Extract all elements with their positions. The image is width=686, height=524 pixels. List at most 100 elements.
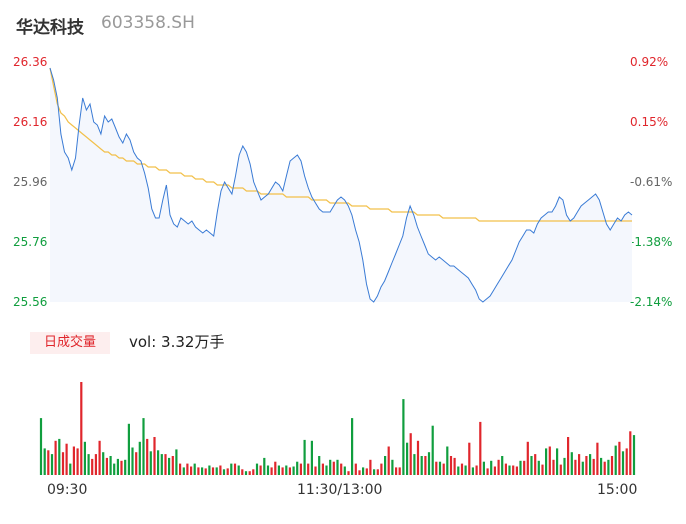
pct-tick-label: -1.38% (630, 235, 673, 249)
volume-bar (559, 464, 562, 475)
volume-bar (395, 467, 398, 475)
volume-bar (303, 439, 306, 475)
volume-bar (585, 456, 588, 475)
volume-bar (632, 435, 636, 475)
volume-bar (409, 433, 412, 475)
volume-bar (83, 441, 86, 475)
volume-bar (621, 451, 625, 475)
price-tick-label: 26.36 (13, 55, 48, 69)
volume-bar (589, 454, 592, 475)
volume-bar (285, 465, 288, 475)
volume-bar (563, 457, 566, 475)
volume-bar (468, 442, 471, 475)
volume-bar (270, 467, 273, 475)
volume-bar (109, 456, 112, 475)
volume-bar (570, 452, 573, 475)
volume-bar (460, 463, 464, 475)
volume-bar (127, 423, 130, 475)
volume-bar (384, 456, 387, 475)
volume-bar (420, 456, 423, 475)
volume-bar (515, 466, 518, 475)
volume-bar (296, 461, 299, 475)
volume-bar (248, 471, 251, 475)
volume-bar (581, 461, 584, 475)
volume-bar (354, 463, 357, 475)
volume-bar (146, 438, 149, 475)
time-tick-label: 15:00 (597, 482, 638, 498)
volume-tab[interactable]: 日成交量 (30, 332, 110, 354)
volume-bar (226, 468, 229, 475)
volume-bar (255, 463, 259, 475)
volume-bar (47, 450, 50, 475)
volume-bar (91, 458, 94, 475)
pct-tick-label: 0.92% (630, 55, 669, 69)
volume-bar (457, 466, 460, 475)
volume-bar (307, 463, 310, 475)
volume-bar (413, 454, 416, 475)
volume-bar (556, 448, 559, 475)
volume-bar (65, 443, 68, 475)
volume-bar (442, 463, 445, 475)
volume-bar (233, 463, 237, 475)
volume-bar (201, 467, 204, 475)
volume-bar (204, 468, 207, 475)
volume-bar (72, 446, 75, 475)
volume-bar (567, 437, 570, 475)
volume-bars (39, 382, 636, 475)
volume-bar (552, 459, 555, 475)
volume-bar (116, 458, 119, 475)
volume-bar (138, 441, 141, 475)
volume-bar (431, 425, 434, 475)
volume-bar (69, 463, 72, 475)
volume-bar (142, 418, 145, 475)
volume-bar (578, 454, 581, 475)
volume-bar (318, 456, 321, 475)
volume-bar (182, 467, 185, 475)
volume-bar (61, 452, 65, 475)
volume-bar (603, 461, 606, 475)
volume-bar (237, 465, 240, 475)
volume-summary: vol: 3.32万手 (129, 333, 225, 351)
volume-bar (362, 467, 365, 475)
volume-bar (168, 457, 171, 475)
volume-bar (464, 465, 467, 475)
volume-bar (574, 459, 577, 475)
volume-bar (160, 454, 163, 475)
volume-bar (186, 463, 189, 475)
volume-bar (54, 440, 57, 475)
volume-bar (43, 448, 46, 475)
volume-bar (402, 399, 405, 475)
volume-bar (197, 467, 200, 475)
volume-bar (263, 457, 266, 475)
volume-bar (179, 463, 182, 475)
volume-bar (131, 447, 134, 475)
volume-bar (329, 459, 332, 475)
volume-bar (351, 418, 354, 475)
volume-bar (369, 459, 372, 475)
volume-bar (497, 459, 500, 475)
volume-bar (416, 440, 420, 475)
volume-bar (105, 457, 108, 475)
volume-bar (380, 463, 383, 475)
volume-bar (508, 465, 511, 475)
volume-bar (39, 418, 43, 475)
volume-bar (482, 461, 485, 475)
volume-bar (58, 438, 61, 475)
volume-bar (222, 469, 226, 475)
volume-bar (219, 465, 222, 475)
volume-bar (325, 465, 328, 475)
volume-bar (157, 450, 160, 475)
volume-bar (376, 469, 379, 475)
volume-bar (501, 456, 504, 475)
volume-bar (530, 456, 533, 475)
volume-bar (486, 468, 489, 475)
volume-bar (406, 442, 409, 475)
volume-bar (310, 440, 313, 475)
volume-bar (347, 471, 350, 475)
volume-bar (618, 441, 621, 475)
volume-bar (629, 431, 632, 475)
pct-tick-label: 0.15% (630, 115, 669, 129)
volume-bar (149, 451, 152, 475)
volume-bar (493, 466, 496, 475)
volume-bar (292, 466, 295, 475)
